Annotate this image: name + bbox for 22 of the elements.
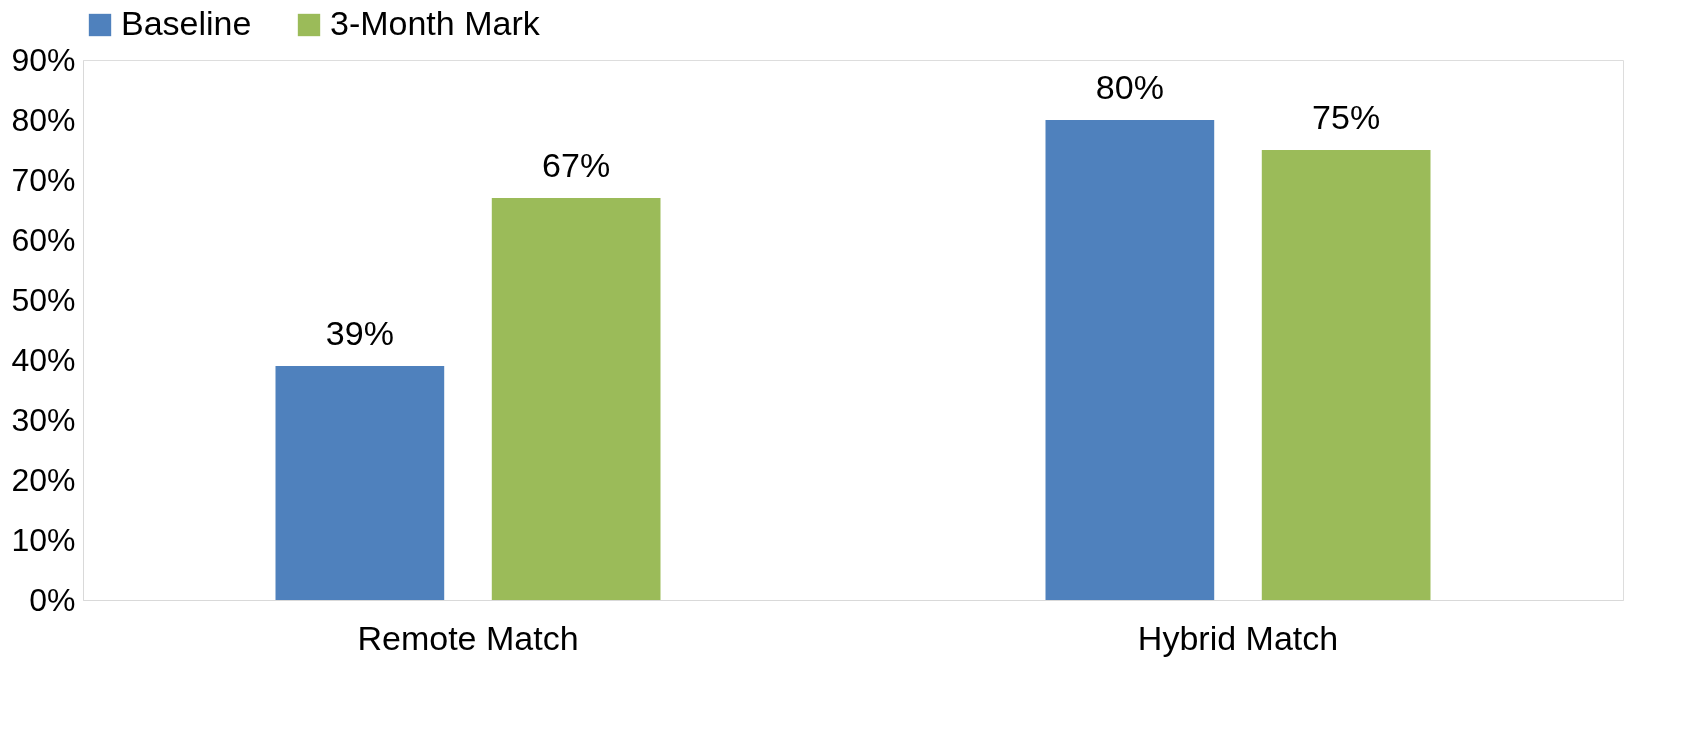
- x-tick-label: Remote Match: [357, 618, 579, 657]
- y-tick-label: 0%: [29, 581, 76, 618]
- y-tick-label: 70%: [11, 161, 76, 198]
- legend-label: 3-Month Mark: [330, 4, 541, 42]
- bar: [1045, 120, 1215, 600]
- bar: [491, 198, 661, 600]
- y-tick-label: 10%: [11, 521, 76, 558]
- data-label: 39%: [325, 314, 394, 352]
- y-tick-label: 60%: [11, 221, 76, 258]
- y-tick-label: 30%: [11, 401, 76, 438]
- data-label: 80%: [1095, 68, 1164, 106]
- data-label: 67%: [542, 146, 611, 184]
- bar: [275, 366, 445, 600]
- y-tick-label: 90%: [11, 41, 76, 78]
- legend-label: Baseline: [121, 4, 252, 42]
- data-label: 75%: [1312, 98, 1381, 136]
- y-tick-label: 80%: [11, 101, 76, 138]
- y-tick-label: 20%: [11, 461, 76, 498]
- bar: [1261, 150, 1431, 600]
- x-tick-label: Hybrid Match: [1137, 618, 1339, 657]
- y-tick-label: 50%: [11, 281, 76, 318]
- y-tick-label: 40%: [11, 341, 76, 378]
